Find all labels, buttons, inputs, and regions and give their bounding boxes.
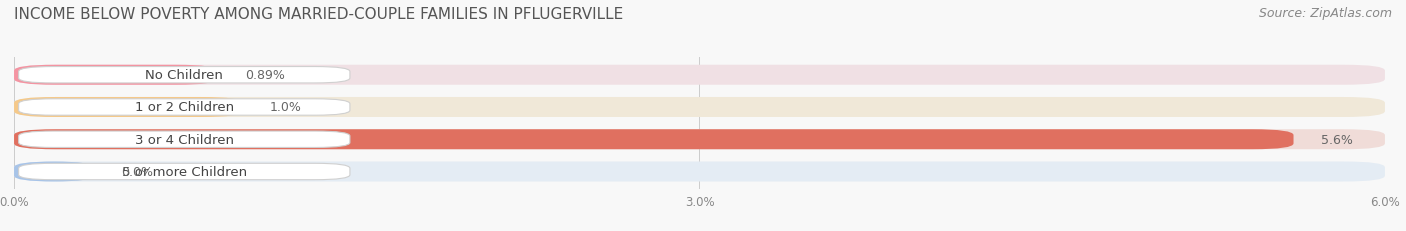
FancyBboxPatch shape — [14, 97, 243, 118]
FancyBboxPatch shape — [14, 162, 94, 182]
Text: 3 or 4 Children: 3 or 4 Children — [135, 133, 233, 146]
Text: 0.0%: 0.0% — [121, 165, 153, 178]
Text: INCOME BELOW POVERTY AMONG MARRIED-COUPLE FAMILIES IN PFLUGERVILLE: INCOME BELOW POVERTY AMONG MARRIED-COUPL… — [14, 7, 623, 22]
Text: 5.6%: 5.6% — [1322, 133, 1353, 146]
FancyBboxPatch shape — [14, 162, 1385, 182]
FancyBboxPatch shape — [18, 164, 350, 180]
Text: 0.89%: 0.89% — [245, 69, 284, 82]
FancyBboxPatch shape — [14, 65, 218, 85]
Text: 1 or 2 Children: 1 or 2 Children — [135, 101, 233, 114]
Text: Source: ZipAtlas.com: Source: ZipAtlas.com — [1258, 7, 1392, 20]
Text: No Children: No Children — [145, 69, 224, 82]
FancyBboxPatch shape — [14, 97, 1385, 118]
FancyBboxPatch shape — [18, 131, 350, 148]
FancyBboxPatch shape — [14, 130, 1385, 150]
FancyBboxPatch shape — [14, 65, 1385, 85]
FancyBboxPatch shape — [18, 99, 350, 116]
Text: 1.0%: 1.0% — [270, 101, 302, 114]
FancyBboxPatch shape — [18, 67, 350, 84]
Text: 5 or more Children: 5 or more Children — [122, 165, 247, 178]
FancyBboxPatch shape — [14, 130, 1294, 150]
